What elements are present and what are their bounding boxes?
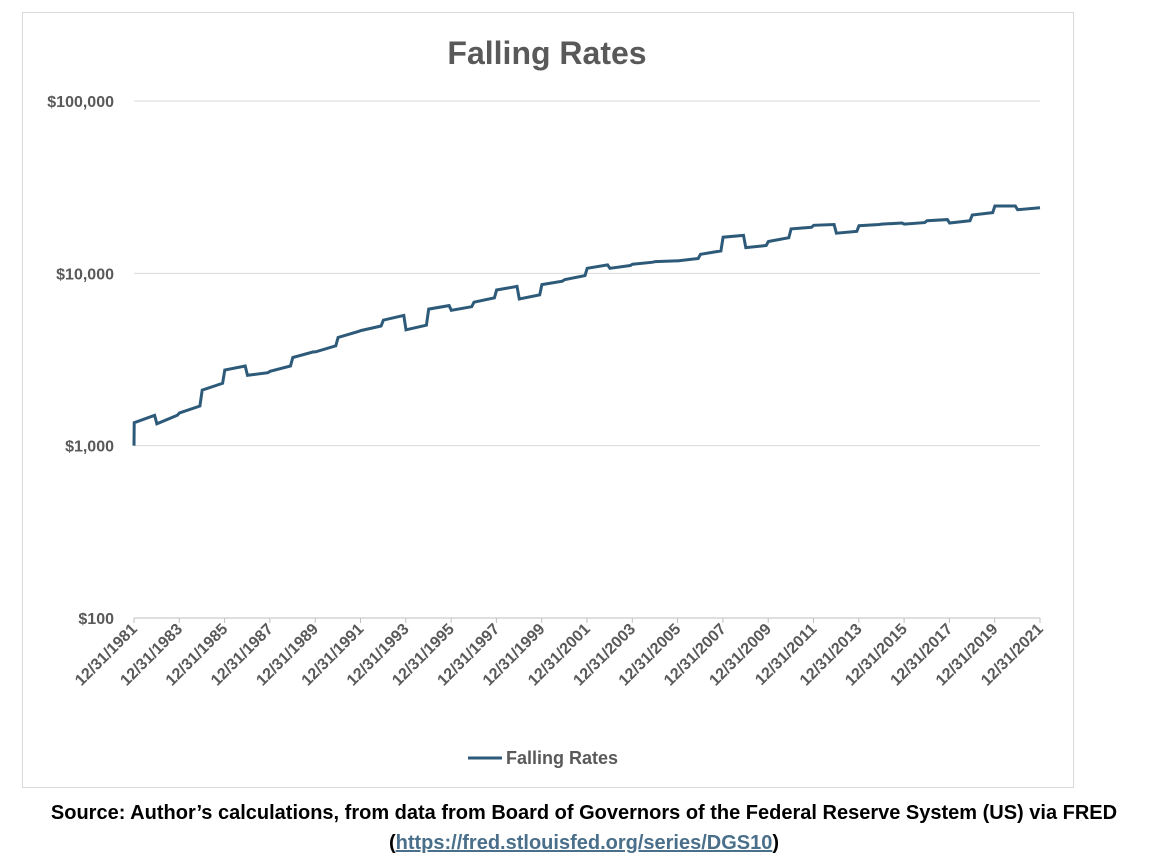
legend-label: Falling Rates [506, 748, 618, 768]
source-text: Source: Author’s calculations, from data… [50, 802, 1118, 854]
source-suffix: ) [772, 832, 780, 854]
y-tick-label: $10,000 [56, 266, 114, 283]
source-note: Source: Author’s calculations, from data… [0, 798, 1168, 858]
y-tick-label: $100 [78, 611, 114, 628]
chart-frame [22, 12, 1074, 788]
chart-title: Falling Rates [447, 35, 646, 71]
y-tick-label: $100,000 [47, 94, 114, 111]
y-tick-label: $1,000 [65, 439, 114, 456]
source-link[interactable]: https://fred.stlouisfed.org/series/DGS10 [395, 832, 773, 854]
series-line-0 [132, 204, 1041, 446]
